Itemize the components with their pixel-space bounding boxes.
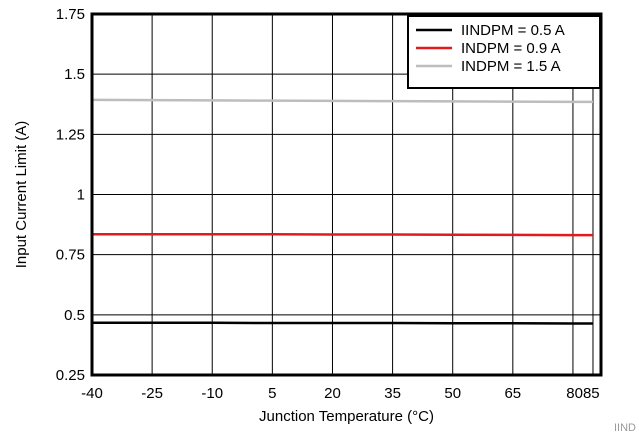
- x-tick-label: 50: [444, 385, 461, 402]
- y-tick-label: 1.75: [56, 6, 85, 23]
- y-tick-label: 1.5: [64, 66, 85, 83]
- y-tick-label: 0.25: [56, 367, 85, 384]
- x-tick-label: 85: [583, 385, 600, 402]
- x-tick-label: -10: [201, 385, 223, 402]
- series-line-2: [92, 232, 593, 237]
- plot-frame: [90, 12, 603, 377]
- legend-label-3: INDPM = 1.5 A: [461, 58, 561, 75]
- y-axis-title: Input Current Limit (A): [13, 121, 30, 269]
- figure-id-tag: IIND: [614, 422, 636, 434]
- y-tick-label: 1.25: [56, 126, 85, 143]
- x-tick-label: -40: [81, 385, 103, 402]
- series-line-3: [91, 98, 593, 104]
- x-tick-labels: -40 -25 -10 5 20 35 50 65 80 85: [81, 385, 599, 402]
- x-tick-label: -25: [141, 385, 163, 402]
- y-tick-labels: 0.25 0.5 0.75 1 1.25 1.5 1.75: [56, 6, 85, 384]
- legend-label-2: INDPM = 0.9 A: [461, 40, 561, 57]
- legend-box: [407, 15, 601, 89]
- series-line-1: [92, 321, 593, 325]
- y-tick-label: 1: [77, 187, 85, 204]
- x-tick-label: 35: [384, 385, 401, 402]
- x-tick-label: 5: [268, 385, 276, 402]
- y-tick-label: 0.5: [64, 307, 85, 324]
- x-tick-label: 20: [324, 385, 341, 402]
- x-axis-title: Junction Temperature (°C): [259, 408, 434, 425]
- x-tick-label: 65: [504, 385, 521, 402]
- legend-label-1: IINDPM = 0.5 A: [461, 22, 565, 39]
- y-tick-label: 0.75: [56, 247, 85, 264]
- x-tick-label: 80: [566, 385, 583, 402]
- series-lines: [91, 98, 593, 325]
